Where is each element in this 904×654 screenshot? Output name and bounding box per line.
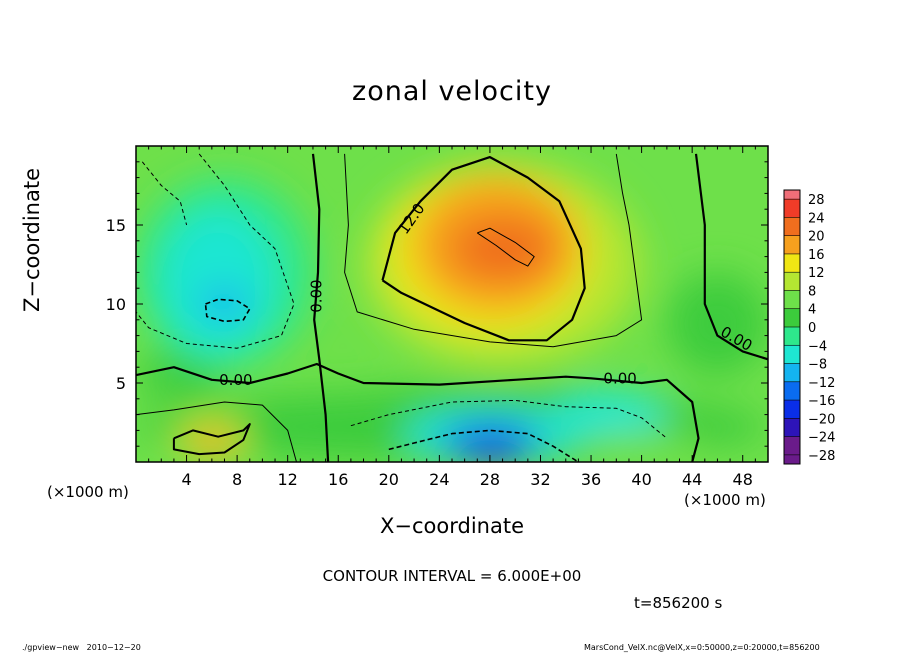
colorbar-band	[784, 436, 800, 455]
field-region-12	[578, 430, 705, 462]
colorbar-band	[784, 345, 800, 364]
field-region-5	[199, 288, 250, 320]
colorbar-band	[784, 363, 800, 382]
colorbar-tick-label: −16	[808, 394, 835, 409]
contour-label-3: 0.00	[603, 369, 636, 387]
colorbar-band	[784, 253, 800, 273]
colorbar-band	[784, 290, 800, 309]
contour-zero-right	[694, 153, 768, 361]
colorbar-tick-label: 12	[808, 266, 825, 281]
contour-interval-label: CONTOUR INTERVAL = 6.000E+00	[322, 567, 582, 585]
colorbar: 28 24 20 16 12 8 4 0 −4 −8 −12 −16 −20 −24 −28	[783, 189, 835, 465]
x-tick-label: 44	[682, 470, 702, 489]
contour-neg12-bottom	[388, 429, 579, 462]
x-tick-label: 16	[328, 470, 348, 489]
contour-neg6-upper	[136, 153, 295, 349]
footer-data-source: MarsCond_VelX.nc@VelX,x=0:50000,z=0:2000…	[584, 643, 820, 652]
colorbar-tick-label: 8	[808, 284, 816, 299]
x-tick-label: 40	[631, 470, 651, 489]
contour-neg6-upper-b	[141, 161, 188, 226]
x-tick-label: 48	[733, 470, 753, 489]
colorbar-band	[784, 190, 800, 200]
field-region-11	[186, 430, 238, 456]
contour-lines	[136, 153, 768, 462]
colorbar-band	[784, 272, 800, 291]
field-region-18	[666, 272, 768, 376]
x-tick-label: 4	[181, 470, 191, 489]
colorbar-tick-label: 24	[808, 211, 825, 226]
y-axis: 5 10 15	[106, 145, 768, 463]
colorbar-band	[784, 199, 800, 218]
x-axis: 4 8 12 16 20 24 28 32 36 40 44 48	[135, 146, 769, 489]
contour-zero-low	[136, 362, 700, 462]
colorbar-tick-label: 20	[808, 230, 825, 245]
colorbar-tick-label: 28	[808, 193, 825, 208]
colorbar-band	[784, 418, 800, 437]
x-tick-label: 8	[232, 470, 242, 489]
colorbar-band	[784, 235, 800, 254]
contour-label-1: 0.00	[308, 279, 326, 312]
colorbar-tick-label: −24	[808, 431, 835, 446]
x-tick-label: 32	[530, 470, 550, 489]
colorbar-band	[784, 308, 800, 327]
field-region-9	[553, 390, 667, 439]
contour-label-2: 0.00	[219, 371, 252, 389]
chart-title: zonal velocity	[352, 76, 552, 107]
colorbar-tick-label: 16	[808, 248, 825, 263]
x-tick-label: 28	[480, 470, 500, 489]
x-unit-right: (×1000 m)	[684, 491, 766, 509]
colorbar-band	[784, 217, 800, 236]
y-tick-label: 10	[106, 295, 126, 314]
colorbar-tick-label: 0	[808, 321, 816, 336]
field-region-8	[464, 436, 528, 462]
contour-zero-left	[311, 153, 330, 462]
colorbar-tick-label: −20	[808, 412, 835, 427]
colorbar-tick-label: −12	[808, 376, 835, 391]
colorbar-tick-label: 4	[808, 303, 816, 318]
x-unit-left: (×1000 m)	[47, 483, 129, 501]
contour-6-upper	[344, 153, 643, 348]
y-tick-label: 15	[106, 216, 126, 235]
x-axis-label: X−coordinate	[380, 514, 524, 538]
x-tick-label: 20	[379, 470, 399, 489]
contour-neg12-left	[204, 298, 251, 323]
colorbar-tick-label: −28	[808, 449, 835, 464]
colorbar-band	[784, 381, 800, 401]
colorbar-tick-label: −8	[808, 358, 827, 373]
field-region-4	[161, 209, 276, 352]
x-tick-label: 36	[581, 470, 601, 489]
colorbar-tick-label: −4	[808, 339, 827, 354]
colorbar-band	[784, 327, 800, 346]
colorbar-band	[784, 400, 800, 419]
contour-12	[381, 156, 586, 342]
x-tick-label: 12	[278, 470, 298, 489]
field-region-17	[470, 237, 528, 265]
footer-program-date: ./gpview−new 2010−12−20	[22, 643, 141, 652]
plot-area	[136, 146, 768, 462]
contour-12-warm	[172, 423, 251, 456]
contour-6-lower	[136, 401, 297, 462]
colorbar-band	[784, 454, 800, 464]
contour-18	[477, 227, 535, 267]
x-tick-label: 24	[429, 470, 449, 489]
contour-neg6-bottom	[350, 399, 668, 439]
velocity-field	[136, 161, 768, 462]
y-tick-label: 5	[116, 374, 126, 393]
time-label: t=856200 s	[634, 594, 723, 612]
